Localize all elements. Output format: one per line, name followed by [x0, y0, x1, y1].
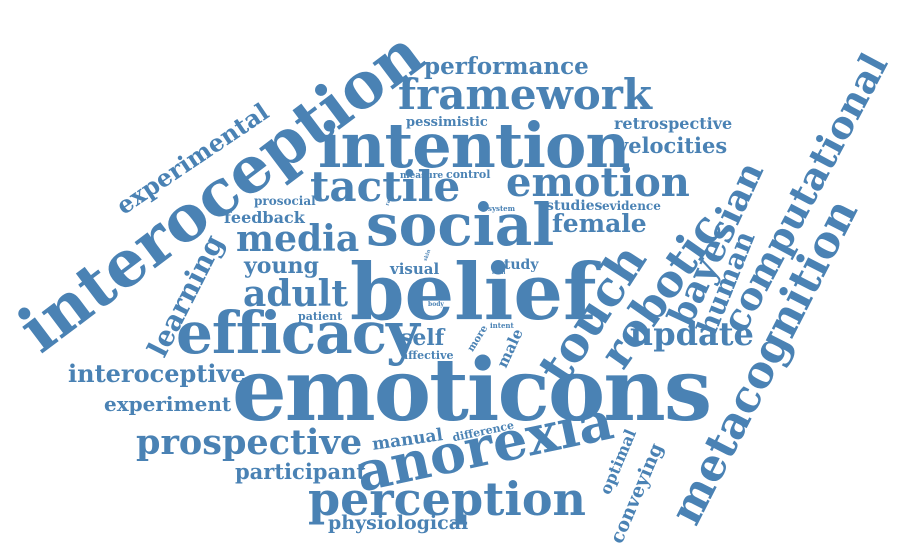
word-emoticons: emoticons: [232, 340, 712, 441]
word-belief: belief: [350, 247, 597, 338]
word-framework: framework: [398, 70, 652, 119]
word-patient: patient: [298, 310, 343, 323]
word-prospective: prospective: [136, 422, 363, 463]
word-female: female: [552, 209, 647, 238]
word-young: young: [244, 253, 319, 279]
word-evidence: evidence: [602, 199, 661, 213]
word-affective: affective: [401, 349, 454, 362]
word-update: update: [630, 315, 754, 353]
word-intent: intent: [490, 321, 514, 330]
word-emotion: emotion: [506, 159, 690, 206]
word-media: media: [236, 218, 360, 260]
word-physiological: physiological: [328, 512, 469, 534]
word-adult: adult: [243, 273, 348, 315]
word-system: system: [488, 204, 516, 213]
word-interoceptive: interoceptive: [68, 359, 246, 388]
word-body: body: [428, 301, 444, 308]
word-velocities: velocities: [616, 133, 728, 158]
word-pessimistic: pessimistic: [406, 115, 488, 130]
word-studies: studies: [546, 198, 603, 214]
word-prosocial: prosocial: [254, 194, 316, 208]
word-tactile: tactile: [310, 162, 461, 211]
word-feedback: feedback: [224, 208, 305, 227]
word-self: self: [400, 325, 445, 351]
word-control: control: [446, 168, 491, 181]
word-performance: performance: [424, 53, 589, 80]
word-measure: measure: [400, 171, 444, 181]
word-efficacy: efficacy: [176, 299, 420, 367]
word-visual: visual: [390, 260, 440, 278]
word-intention: intention: [318, 109, 630, 182]
word-social: social: [366, 191, 555, 259]
word-perception: perception: [308, 472, 586, 526]
word-participant: participant: [235, 459, 367, 484]
word-local: local: [492, 270, 506, 276]
word-study: study: [496, 257, 539, 273]
word-retrospective: retrospective: [614, 114, 733, 133]
word-experiment: experiment: [104, 392, 232, 416]
